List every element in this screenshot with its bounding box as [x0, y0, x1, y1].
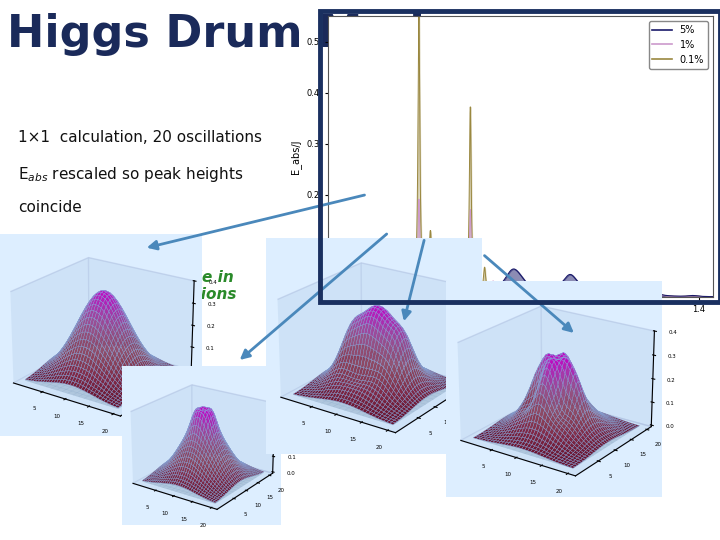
5% — [708, 293, 717, 300]
5% — [471, 290, 480, 296]
Y-axis label: E_abs/J: E_abs/J — [290, 139, 301, 174]
0.1% — [660, 292, 668, 299]
Text: coincide: coincide — [18, 200, 82, 215]
1% — [488, 281, 497, 288]
X-axis label: ω/U: ω/U — [511, 319, 529, 329]
5% — [415, 262, 423, 269]
0.1% — [323, 294, 332, 300]
0.1% — [708, 294, 717, 300]
0.1% — [701, 293, 710, 300]
5% — [367, 293, 376, 300]
1% — [660, 293, 668, 299]
1% — [701, 293, 710, 300]
1% — [708, 294, 717, 300]
0.1% — [367, 293, 376, 299]
Text: Similar to Higgs mode in
compactified dimensions: Similar to Higgs mode in compactified di… — [22, 270, 236, 302]
0.1% — [471, 284, 480, 290]
1% — [471, 289, 480, 295]
1% — [323, 294, 332, 300]
Text: Higgs Drum Modes: Higgs Drum Modes — [7, 14, 482, 57]
5% — [701, 293, 710, 300]
Line: 5%: 5% — [328, 266, 713, 297]
Text: 1×1  calculation, 20 oscillations: 1×1 calculation, 20 oscillations — [18, 130, 262, 145]
0.1% — [415, 11, 423, 17]
Legend: 5%, 1%, 0.1%: 5%, 1%, 0.1% — [649, 21, 708, 69]
5% — [488, 287, 497, 294]
Line: 1%: 1% — [328, 199, 713, 297]
1% — [415, 196, 423, 202]
1% — [390, 291, 399, 298]
Text: E$_{abs}$ rescaled so peak heights: E$_{abs}$ rescaled so peak heights — [18, 165, 243, 184]
0.1% — [488, 292, 497, 298]
0.1% — [390, 287, 399, 293]
5% — [390, 293, 399, 299]
5% — [323, 294, 332, 300]
5% — [660, 292, 668, 299]
Line: 0.1%: 0.1% — [328, 14, 713, 297]
1% — [367, 293, 376, 300]
